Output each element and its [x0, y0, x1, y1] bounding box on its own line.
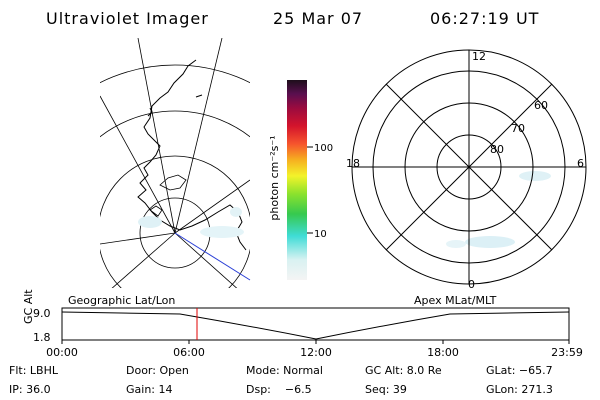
door-info: Door: Open: [126, 364, 189, 377]
mlt-label-18: 18: [346, 157, 360, 170]
x-tick-18: 18:00: [427, 346, 459, 359]
y-tick-9: 9.0: [33, 307, 51, 320]
x-tick-2359: 23:59: [551, 346, 583, 359]
mlat-label-80: 80: [490, 143, 504, 156]
colorbar-tick-10: 10: [314, 229, 327, 240]
date-label: 25 Mar 07: [273, 9, 364, 28]
mlt-label-6: 6: [577, 157, 584, 170]
instrument-title: Ultraviolet Imager: [46, 9, 209, 28]
x-tick-12: 12:00: [300, 346, 332, 359]
mlat-label-60: 60: [534, 99, 548, 112]
y-tick-1-8: 1.8: [33, 331, 51, 344]
mlat-label-70: 70: [511, 122, 525, 135]
gc-alt-info: GC Alt: 8.0 Re: [365, 364, 442, 377]
glon-info: GLon: 271.3: [486, 383, 553, 396]
x-tick-06: 06:00: [173, 346, 205, 359]
time-label: 06:27:19 UT: [430, 9, 540, 28]
geographic-label: Geographic Lat/Lon: [68, 294, 176, 307]
gc-alt-axis-title: GC Alt: [22, 289, 35, 324]
ip-info: IP: 36.0: [9, 383, 51, 396]
x-tick-00: 00:00: [46, 346, 78, 359]
altitude-curve: [61, 311, 570, 340]
dsp-info: Dsp: −6.5: [246, 383, 312, 396]
glat-info: GLat: −65.7: [486, 364, 553, 377]
colorbar-unit-label: photon cm⁻²s⁻¹: [268, 135, 281, 220]
colorbar-tick-100: 100: [314, 143, 333, 154]
gain-info: Gain: 14: [126, 383, 173, 396]
mode-info: Mode: Normal: [246, 364, 323, 377]
filter-info: Flt: LBHL: [9, 364, 58, 377]
colorbar-gradient: [287, 80, 307, 280]
apex-label: Apex MLat/MLT: [414, 294, 497, 307]
seq-info: Seq: 39: [365, 383, 407, 396]
mlt-label-0: 0: [468, 278, 475, 291]
mlt-label-12: 12: [472, 50, 486, 63]
